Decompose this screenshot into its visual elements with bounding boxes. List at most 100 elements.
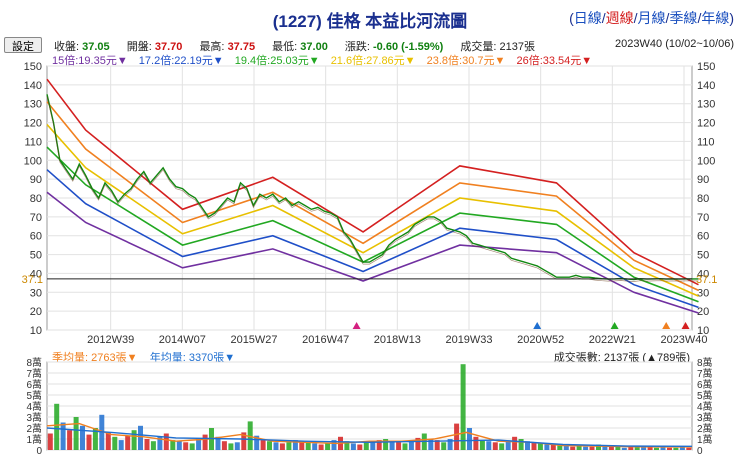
y-tick-label-left: 10 bbox=[30, 325, 42, 337]
volume-bar bbox=[292, 440, 298, 450]
volume-bar bbox=[667, 447, 672, 450]
high-label: 最高: bbox=[199, 41, 225, 53]
volume-bar bbox=[486, 441, 492, 450]
current-price-label-left: 37.1 bbox=[22, 274, 43, 286]
y-tick-label-left: 140 bbox=[24, 80, 42, 92]
event-marker bbox=[533, 322, 542, 329]
y-tick-label-right: 50 bbox=[697, 250, 709, 262]
period-yearly-link[interactable]: 年線 bbox=[701, 10, 730, 26]
quarterly-avg-volume[interactable]: 季均量: 2763張▼ bbox=[52, 352, 138, 364]
volume-bar bbox=[112, 436, 118, 450]
period-weekly-link[interactable]: 週線 bbox=[605, 10, 634, 26]
x-tick-label: 2020W52 bbox=[517, 334, 564, 346]
period-links: (日線/週線/月線/季線/年線) bbox=[569, 10, 734, 26]
volume-bar bbox=[325, 443, 331, 450]
volume-tick-label-right: 8萬 bbox=[697, 356, 713, 369]
volume-bar bbox=[318, 444, 324, 450]
volume-bar bbox=[537, 443, 543, 450]
volume-bar bbox=[596, 444, 601, 450]
volume-bar bbox=[54, 403, 60, 450]
y-tick-label-right: 90 bbox=[697, 174, 709, 186]
y-tick-label-left: 90 bbox=[30, 174, 42, 186]
volume-bar bbox=[305, 442, 311, 450]
volume-bar bbox=[389, 441, 395, 450]
event-marker bbox=[352, 322, 361, 329]
volume-bar bbox=[92, 428, 98, 450]
pe-legend-21-6x[interactable]: 21.6倍:27.86元▼ bbox=[330, 55, 416, 67]
volume-bar bbox=[634, 446, 640, 450]
volume-bar bbox=[660, 446, 666, 450]
y-tick-label-right: 70 bbox=[697, 212, 709, 224]
pe-legend-23-8x[interactable]: 23.8倍:30.7元▼ bbox=[426, 55, 506, 67]
volume-bar bbox=[512, 436, 518, 450]
y-tick-label-left: 80 bbox=[30, 193, 42, 205]
pe-legend-15x[interactable]: 15倍:19.35元▼ bbox=[52, 55, 128, 67]
volume-bar bbox=[170, 440, 176, 450]
volume-bar bbox=[267, 441, 272, 450]
change-value: -0.60 (-1.59%) bbox=[373, 41, 444, 53]
volume-bar bbox=[176, 441, 182, 450]
volume-bar bbox=[473, 436, 479, 450]
pe-legend-17-2x[interactable]: 17.2倍:22.19元▼ bbox=[138, 55, 224, 67]
volume-bar bbox=[125, 435, 131, 450]
volume-bar bbox=[441, 442, 447, 450]
volume-bar bbox=[144, 439, 150, 450]
annual-avg-volume-line bbox=[46, 427, 693, 447]
pe-legend: 15倍:19.35元▼ 17.2倍:22.19元▼ 19.4倍:25.03元▼ … bbox=[52, 52, 600, 68]
volume-bar bbox=[260, 440, 266, 450]
volume-label: 成交量: bbox=[460, 41, 497, 53]
volume-bar bbox=[86, 434, 92, 450]
volume-bar bbox=[434, 440, 440, 450]
event-marker bbox=[681, 322, 690, 329]
volume-tick-label-left: 1萬 bbox=[26, 433, 42, 446]
page-title: (1227) 佳格 本益比河流圖 bbox=[272, 12, 468, 31]
volume-tick-label-right: 1萬 bbox=[697, 433, 713, 446]
volume-bar bbox=[286, 442, 292, 450]
volume-bar bbox=[499, 443, 505, 450]
price-line bbox=[46, 94, 699, 281]
annual-avg-volume[interactable]: 年均量: 3370張▼ bbox=[149, 352, 236, 364]
y-tick-label-right: 10 bbox=[697, 325, 709, 337]
volume-bar bbox=[583, 446, 589, 450]
pe-legend-26x[interactable]: 26倍:33.54元▼ bbox=[516, 55, 593, 67]
y-tick-label-right: 120 bbox=[697, 118, 715, 130]
volume-bar bbox=[447, 439, 453, 450]
x-tick-label: 2016W47 bbox=[302, 334, 349, 346]
volume-bar bbox=[312, 443, 318, 450]
y-tick-label-left: 110 bbox=[24, 136, 42, 148]
volume-bar bbox=[376, 440, 382, 450]
x-tick-label: 2012W39 bbox=[87, 334, 134, 346]
volume-tick-label-left: 6萬 bbox=[26, 378, 42, 391]
y-tick-label-left: 70 bbox=[30, 212, 42, 224]
volume-bar bbox=[673, 447, 679, 450]
x-tick-label: 2014W07 bbox=[159, 334, 206, 346]
volume-bar bbox=[563, 445, 569, 450]
volume-bar bbox=[344, 441, 350, 450]
settings-button[interactable]: 設定 bbox=[4, 37, 42, 53]
volume-bar bbox=[241, 432, 247, 450]
volume-bar bbox=[531, 442, 537, 450]
period-monthly-link[interactable]: 月線 bbox=[637, 10, 666, 26]
volume-bar bbox=[60, 422, 66, 450]
volume-bar bbox=[357, 444, 363, 450]
pe-band-line bbox=[46, 78, 699, 286]
volume-tick-label-right: 4萬 bbox=[697, 400, 713, 413]
pe-band-line bbox=[46, 123, 699, 297]
volume-tick-label-left: 5萬 bbox=[26, 389, 42, 402]
y-tick-label-left: 100 bbox=[24, 155, 42, 167]
volume-bar bbox=[570, 446, 576, 450]
volume-bar bbox=[73, 417, 79, 450]
x-tick-label: 2015W27 bbox=[230, 334, 277, 346]
y-tick-label-left: 60 bbox=[30, 231, 42, 243]
volume-bar bbox=[163, 433, 169, 450]
y-tick-label-right: 20 bbox=[697, 306, 709, 318]
volume-bar bbox=[396, 442, 402, 450]
period-daily-link[interactable]: 日線 bbox=[573, 10, 602, 26]
volume-bar bbox=[183, 442, 189, 450]
pe-legend-19-4x[interactable]: 19.4倍:25.03元▼ bbox=[234, 55, 320, 67]
volume-bar bbox=[299, 441, 305, 450]
period-quarterly-link[interactable]: 季線 bbox=[669, 10, 698, 26]
y-tick-label-right: 40 bbox=[697, 268, 709, 280]
volume-bar bbox=[402, 443, 408, 450]
